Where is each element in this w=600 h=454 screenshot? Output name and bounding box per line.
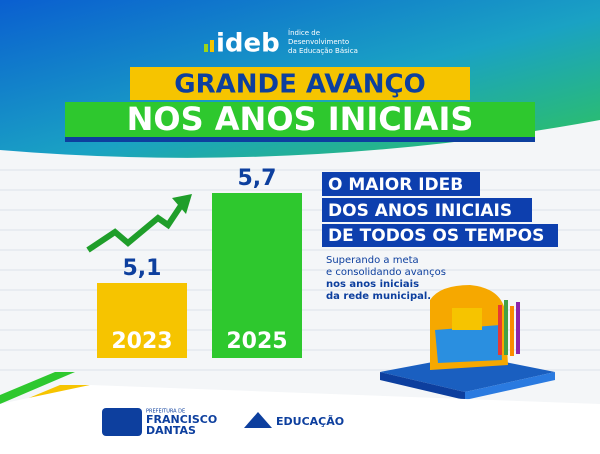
callout-text: nos anos iniciais bbox=[326, 279, 419, 290]
department: EDUCAÇÃO bbox=[276, 415, 344, 428]
backpack-illustration bbox=[380, 285, 555, 400]
value-label: 5,1 bbox=[123, 256, 162, 281]
arrow-head bbox=[172, 194, 192, 214]
department-icon bbox=[244, 412, 272, 428]
city-name: DANTAS bbox=[146, 424, 196, 437]
banner bbox=[65, 102, 535, 137]
stripe bbox=[0, 372, 75, 404]
callout-headline: DE TODOS OS TEMPOS bbox=[328, 226, 544, 246]
headline: NOS ANOS INICIAIS bbox=[127, 100, 474, 138]
banner bbox=[130, 67, 470, 100]
logo-subtitle: Desenvolvimento bbox=[288, 38, 349, 46]
footer-bar bbox=[0, 385, 600, 404]
callout-box bbox=[322, 224, 558, 247]
trend-arrow bbox=[86, 202, 185, 253]
headline: GRANDE AVANÇO bbox=[174, 70, 425, 100]
logo-subtitle: da Educação Básica bbox=[288, 47, 358, 55]
logo-subtitle: Índice de bbox=[288, 28, 320, 37]
callout-text: e consolidando avanços bbox=[326, 267, 446, 278]
callout-headline: DOS ANOS INICIAIS bbox=[328, 201, 512, 221]
callout-text: da rede municipal. bbox=[326, 291, 431, 302]
bar bbox=[212, 193, 302, 358]
logo-bar bbox=[210, 40, 214, 52]
callout-box bbox=[322, 198, 532, 222]
value-label: 5,7 bbox=[238, 166, 277, 191]
city-prefix: PREFEITURA DE bbox=[146, 409, 185, 415]
footer-bar bbox=[0, 404, 600, 450]
bar bbox=[97, 283, 187, 358]
logo: ideb bbox=[216, 29, 280, 59]
city-crest bbox=[102, 408, 142, 436]
logo-bar bbox=[204, 44, 208, 52]
callout-headline: O MAIOR IDEB bbox=[328, 175, 463, 195]
city-name: FRANCISCO bbox=[146, 413, 217, 426]
callout-box bbox=[322, 172, 480, 196]
category-label: 2023 bbox=[111, 329, 172, 354]
category-label: 2025 bbox=[226, 329, 287, 354]
callout-text: Superando a meta bbox=[326, 255, 419, 266]
